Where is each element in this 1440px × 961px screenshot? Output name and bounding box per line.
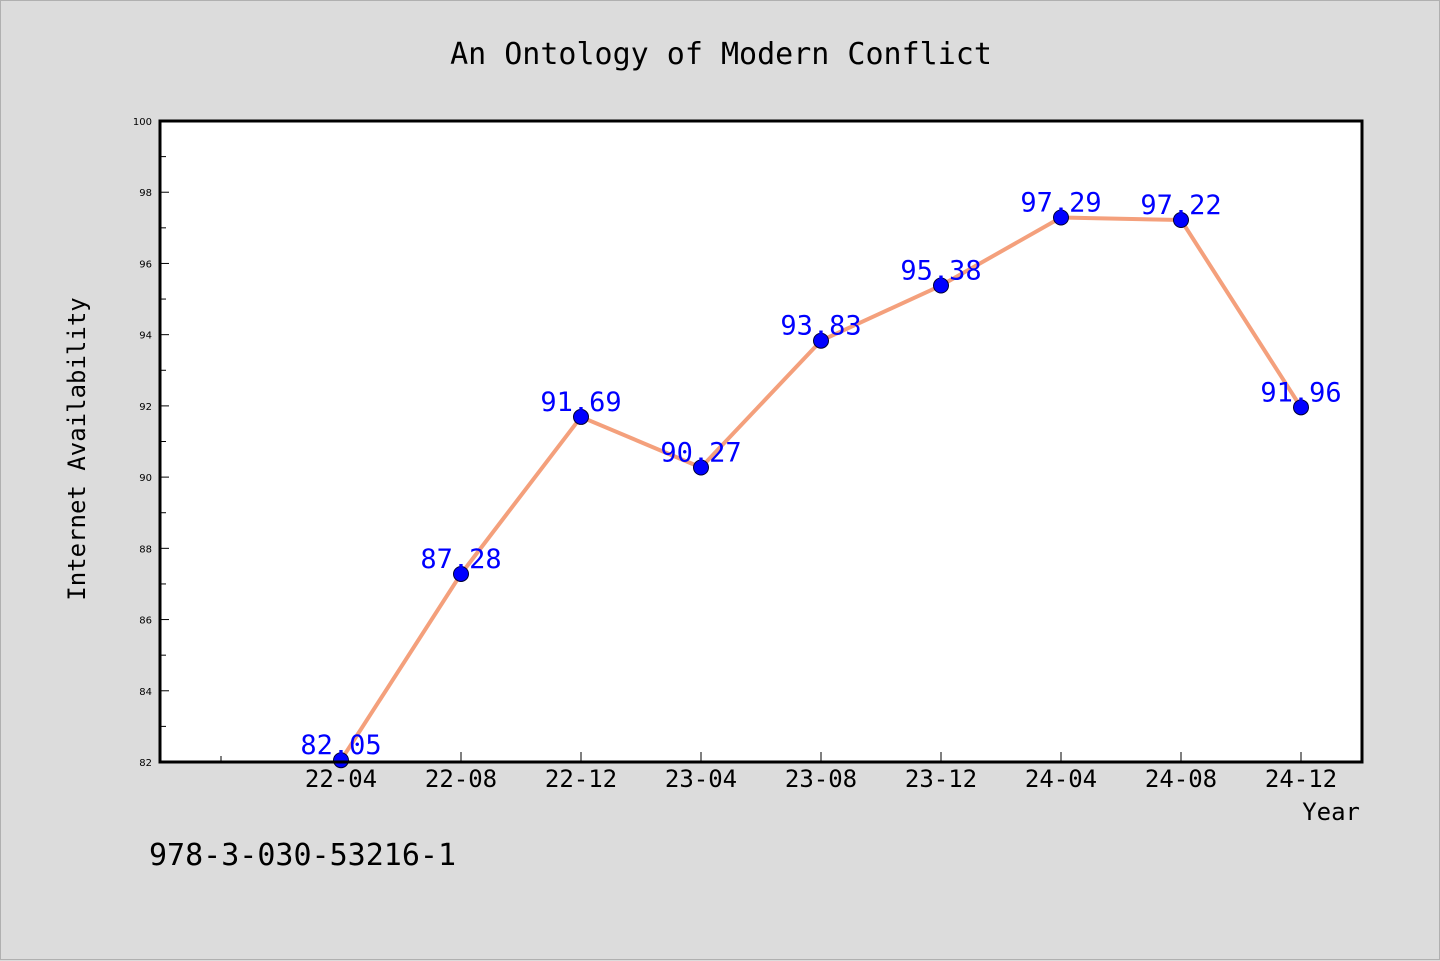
x-tick-label: 23-12	[905, 765, 977, 793]
series-group: 82.05 87.28 91.69 90.27 93.83 95.38 97.29 97.22…	[300, 188, 1342, 769]
x-tick-label: 22-04	[305, 765, 377, 793]
data-point	[1293, 399, 1309, 416]
y-tick-label: 86	[139, 616, 152, 627]
footer-identifier: 978-3-030-53216-1	[149, 838, 456, 873]
data-point	[933, 277, 949, 294]
data-point	[453, 565, 469, 582]
data-label: 87.28	[420, 544, 501, 575]
data-point	[693, 459, 709, 476]
x-tick-label: 24-12	[1265, 765, 1337, 793]
data-label: 95.38	[900, 256, 981, 287]
y-tick-label: 92	[139, 402, 152, 413]
y-tick-label: 94	[139, 331, 152, 342]
data-label: 90.27	[660, 437, 741, 468]
plot-border	[158, 119, 1364, 764]
data-point	[1173, 211, 1189, 228]
y-tick-label: 82	[139, 758, 152, 769]
x-tick-label: 23-04	[665, 765, 737, 793]
x-tick-label: 22-12	[545, 765, 617, 793]
x-axis-label: Year	[1302, 798, 1360, 826]
data-point	[573, 408, 589, 425]
data-label: 93.83	[780, 311, 861, 342]
x-axis-ticks: 22-04 22-08 22-12 23-04 23-08 23-12 24-04 24-08…	[220, 752, 1337, 793]
data-point	[813, 332, 829, 349]
x-tick-label: 23-08	[785, 765, 857, 793]
plot-area	[160, 121, 1362, 762]
y-tick-label: 84	[139, 687, 152, 698]
data-point	[333, 752, 349, 769]
y-tick-label: 100	[133, 117, 152, 128]
x-tick-label: 22-08	[425, 765, 497, 793]
x-tick-label: 24-08	[1145, 765, 1217, 793]
x-tick-label: 24-04	[1025, 765, 1097, 793]
y-tick-label: 90	[139, 473, 152, 484]
data-label: 91.69	[540, 387, 621, 418]
y-tick-label: 98	[139, 188, 152, 199]
y-axis-label: Internet Availability	[63, 297, 91, 600]
data-label: 97.22	[1140, 190, 1221, 221]
data-label: 91.96	[1260, 377, 1341, 408]
chart-title: An Ontology of Modern Conflict	[450, 37, 992, 72]
data-label: 82.05	[300, 730, 381, 761]
data-label: 97.29	[1020, 188, 1101, 219]
y-tick-label: 96	[139, 259, 152, 270]
data-point	[1053, 209, 1069, 226]
y-tick-label: 88	[139, 544, 152, 555]
